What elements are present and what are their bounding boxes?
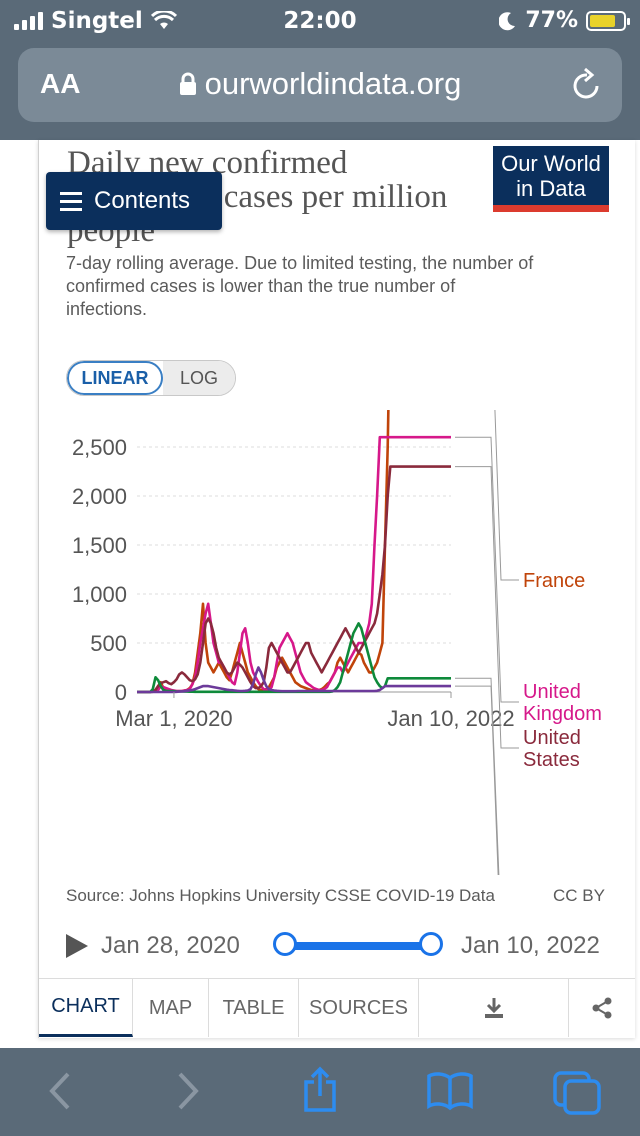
- back-icon[interactable]: [46, 1070, 74, 1112]
- timeline-range-bar[interactable]: [285, 942, 431, 950]
- download-icon: [484, 998, 503, 1018]
- label-connector: [455, 436, 519, 703]
- bookmarks-icon[interactable]: [426, 1070, 474, 1112]
- timeline-start-label: Jan 28, 2020: [101, 932, 240, 959]
- url-text: ourworldindata.org: [204, 66, 462, 101]
- y-tick-label: 0: [115, 680, 127, 705]
- timeline: Jan 28, 2020 Jan 10, 2022: [39, 920, 635, 972]
- status-bar: Singtel 22:00 77%: [0, 0, 640, 44]
- timeline-end-label: Jan 10, 2022: [461, 932, 600, 959]
- linear-scale-button[interactable]: LINEAR: [67, 361, 163, 395]
- tab-map[interactable]: MAP: [133, 979, 209, 1037]
- play-icon[interactable]: [66, 934, 88, 958]
- wifi-icon: [150, 11, 177, 29]
- chart-subtitle: 7-day rolling average. Due to limited te…: [66, 253, 534, 319]
- carrier: Singtel: [14, 8, 177, 34]
- tab-bar: CHART MAP TABLE SOURCES: [39, 978, 635, 1037]
- moon-icon: [499, 11, 516, 30]
- license-link[interactable]: CC BY: [553, 886, 605, 905]
- forward-icon[interactable]: [174, 1070, 202, 1112]
- series-label-united-states: United States: [523, 727, 581, 771]
- url-field[interactable]: ourworldindata.org: [18, 66, 622, 102]
- series-line-india: [137, 666, 451, 694]
- y-tick-label: 500: [90, 631, 127, 656]
- text-size-button[interactable]: AA: [40, 68, 81, 99]
- x-tick-label: Jan 10, 2022: [387, 706, 514, 731]
- y-tick-label: 2,000: [72, 484, 127, 509]
- contents-label: Contents: [94, 187, 191, 214]
- download-tab[interactable]: [419, 979, 569, 1037]
- menu-icon: [60, 191, 82, 211]
- browser-toolbar: [0, 1048, 640, 1136]
- logo-line-2: in Data: [516, 176, 586, 201]
- logo-line-1: Our World: [501, 151, 601, 176]
- lock-icon: [179, 72, 196, 95]
- y-tick-label: 2,500: [72, 435, 127, 460]
- chart-card: Daily new confirmed COVID-19 cases per m…: [38, 140, 635, 1038]
- owid-logo[interactable]: Our World in Data: [493, 146, 609, 212]
- battery-percent: 77%: [525, 8, 578, 33]
- label-connector: [455, 685, 499, 875]
- series-label-france: France: [523, 570, 585, 592]
- status-time: 22:00: [283, 8, 357, 34]
- battery-status: 77%: [499, 8, 630, 33]
- tab-sources[interactable]: SOURCES: [299, 979, 419, 1037]
- y-tick-label: 1,500: [72, 533, 127, 558]
- signal-icon: [14, 12, 43, 30]
- tab-chart[interactable]: CHART: [39, 979, 133, 1037]
- scale-toggle: LINEAR LOG: [66, 360, 236, 396]
- reload-icon[interactable]: [570, 66, 604, 104]
- y-tick-label: 1,000: [72, 582, 127, 607]
- share-tab[interactable]: [569, 979, 635, 1037]
- logo-red-bar: [493, 205, 609, 212]
- source-text[interactable]: Source: Johns Hopkins University CSSE CO…: [66, 886, 495, 905]
- share-sheet-icon[interactable]: [300, 1066, 340, 1114]
- log-scale-button[interactable]: LOG: [163, 361, 235, 395]
- tabs-icon[interactable]: [552, 1070, 604, 1116]
- series-line-united-kingdom: [137, 435, 451, 694]
- label-connector: [455, 466, 519, 749]
- y-tick-label: 3,000: [72, 410, 127, 411]
- contents-button[interactable]: Contents: [46, 172, 222, 230]
- share-icon: [592, 997, 612, 1019]
- label-connector: [455, 677, 500, 875]
- series-line-united-states: [137, 465, 451, 694]
- label-connector: [494, 410, 519, 581]
- carrier-name: Singtel: [51, 8, 143, 34]
- battery-icon: [586, 10, 630, 31]
- line-chart: 05001,0001,5002,0002,5003,0003,5004,000M…: [72, 410, 602, 875]
- timeline-end-handle[interactable]: [419, 932, 443, 956]
- tab-table[interactable]: TABLE: [209, 979, 299, 1037]
- timeline-start-handle[interactable]: [273, 932, 297, 956]
- x-tick-label: Mar 1, 2020: [115, 706, 232, 731]
- browser-chrome: Singtel 22:00 77% AA ourworldindata.org: [0, 0, 640, 140]
- series-label-united-kingdom: United Kingdom: [523, 681, 602, 725]
- address-bar[interactable]: AA ourworldindata.org: [18, 48, 622, 122]
